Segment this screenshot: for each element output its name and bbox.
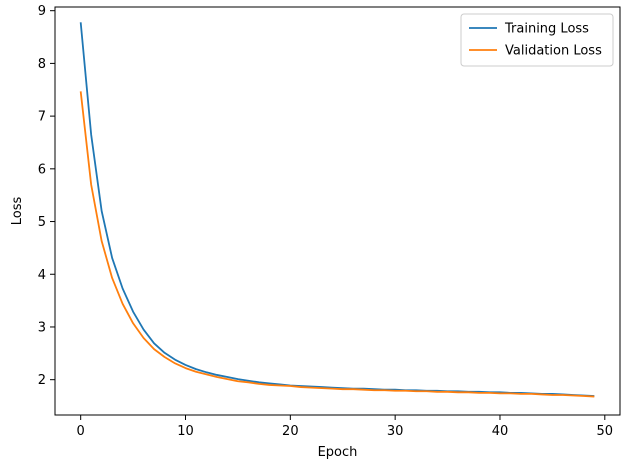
legend-label-validation-loss: Validation Loss: [505, 44, 602, 59]
y-axis-ticks: 2 3 4 5 6 7 8 9: [38, 4, 55, 388]
y-tick-label: 9: [38, 4, 46, 19]
x-tick-label: 10: [177, 424, 194, 439]
x-tick-label: 30: [387, 424, 404, 439]
x-axis-ticks: 0 10 20 30 40 50: [77, 415, 614, 439]
y-tick-label: 5: [38, 215, 46, 230]
x-tick-label: 20: [282, 424, 299, 439]
legend-label-training-loss: Training Loss: [504, 22, 589, 37]
y-tick-label: 3: [38, 320, 46, 335]
x-tick-label: 50: [597, 424, 614, 439]
legend: Training Loss Validation Loss: [460, 13, 614, 67]
x-tick-label: 40: [492, 424, 509, 439]
y-tick-label: 8: [38, 57, 46, 72]
legend-box: [460, 13, 614, 67]
plot-layer: [79, 22, 595, 398]
y-tick-label: 4: [38, 268, 46, 283]
y-tick-label: 2: [38, 373, 46, 388]
plot-frame: [54, 6, 621, 416]
validation-loss-line: [79, 91, 595, 398]
x-tick-label: 0: [77, 424, 85, 439]
x-axis-label: Epoch: [318, 445, 358, 460]
y-tick-label: 7: [38, 110, 46, 125]
y-tick-label: 6: [38, 162, 46, 177]
y-axis-label: Loss: [10, 197, 25, 226]
